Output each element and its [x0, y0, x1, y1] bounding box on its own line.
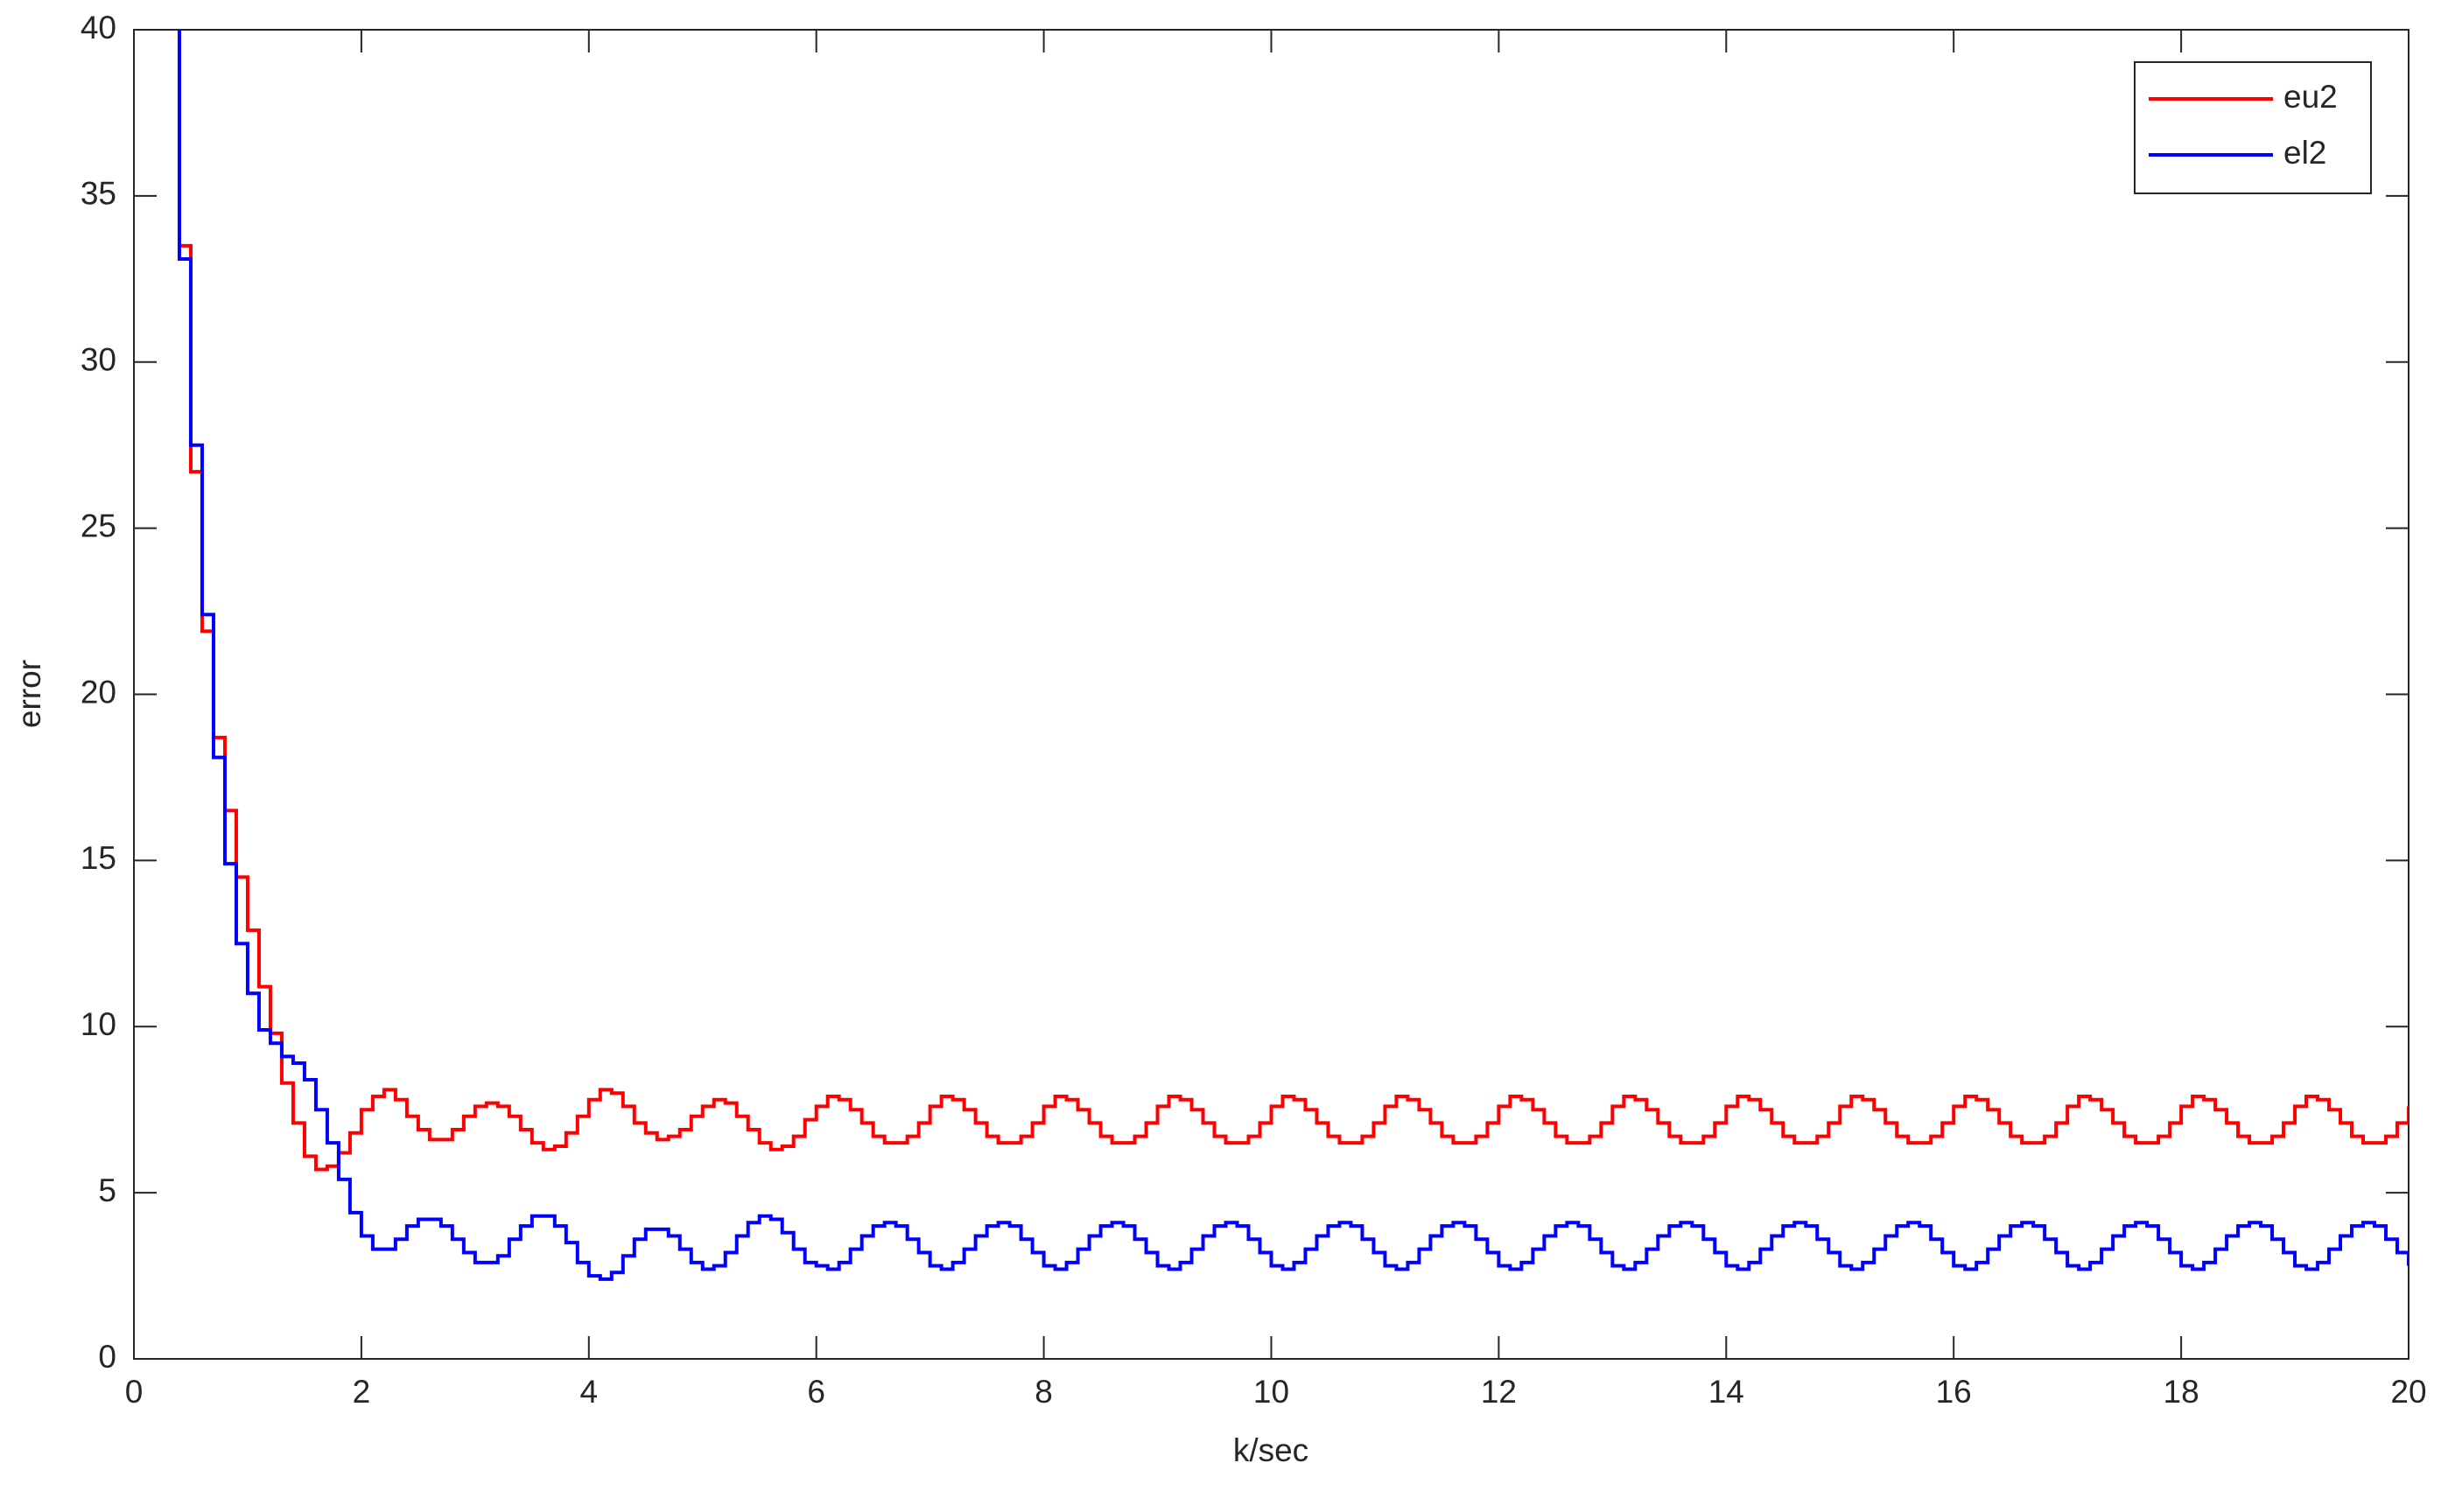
x-tick-label: 16 [1936, 1374, 1972, 1410]
y-tick-label: 35 [81, 176, 116, 212]
series-line [177, 30, 2409, 1172]
x-tick-label: 6 [807, 1374, 825, 1410]
series-layer [177, 30, 2409, 1281]
y-tick-label: 5 [98, 1172, 116, 1208]
x-tick-label: 12 [1481, 1374, 1517, 1410]
legend-label: el2 [2283, 135, 2326, 171]
x-tick-label: 4 [580, 1374, 599, 1410]
legend-box [2134, 61, 2372, 194]
y-tick-label: 20 [81, 674, 116, 710]
y-tick-label: 15 [81, 840, 116, 876]
x-tick-label: 20 [2390, 1374, 2426, 1410]
y-tick-label: 40 [81, 10, 116, 46]
series-line [177, 30, 2409, 1281]
x-axis-label: k/sec [1233, 1432, 1308, 1468]
y-tick-label: 30 [81, 342, 116, 378]
x-tick-label: 14 [1708, 1374, 1744, 1410]
x-tick-label: 0 [125, 1374, 144, 1410]
x-tick-label: 2 [353, 1374, 371, 1410]
y-tick-label: 0 [98, 1339, 116, 1375]
y-tick-label: 25 [81, 508, 116, 543]
x-tick-label: 18 [2164, 1374, 2199, 1410]
y-tick-label: 10 [81, 1006, 116, 1042]
x-tick-label: 8 [1035, 1374, 1053, 1410]
y-axis-label: error [11, 660, 47, 728]
legend-label: eu2 [2283, 79, 2338, 115]
x-tick-label: 10 [1253, 1374, 1289, 1410]
plot-frame [133, 29, 2409, 1360]
